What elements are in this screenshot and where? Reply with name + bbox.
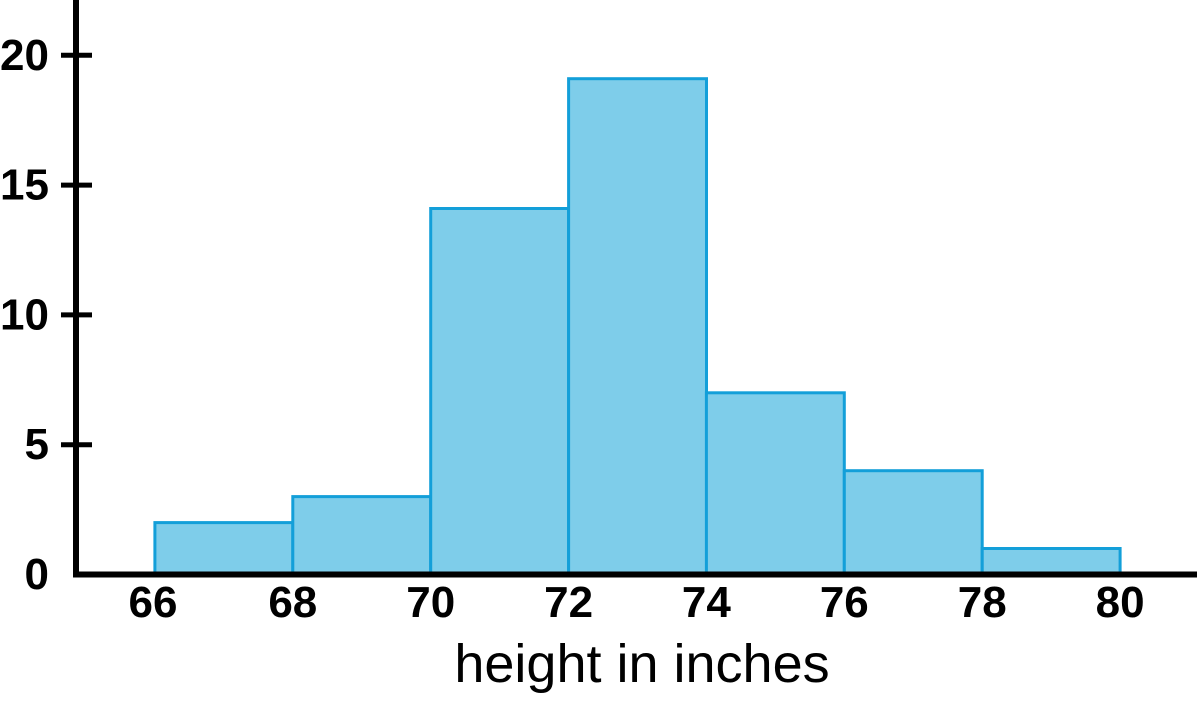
svg-text:5: 5 — [25, 420, 49, 469]
svg-text:15: 15 — [0, 161, 49, 210]
svg-text:height in inches: height in inches — [454, 634, 829, 694]
svg-text:78: 78 — [958, 578, 1007, 627]
svg-text:0: 0 — [25, 550, 49, 599]
svg-text:70: 70 — [406, 578, 455, 627]
svg-text:74: 74 — [682, 578, 731, 627]
svg-text:20: 20 — [0, 31, 49, 80]
svg-text:76: 76 — [820, 578, 869, 627]
svg-text:80: 80 — [1096, 578, 1145, 627]
svg-text:10: 10 — [0, 290, 49, 339]
svg-text:66: 66 — [129, 578, 178, 627]
svg-text:68: 68 — [268, 578, 317, 627]
svg-text:72: 72 — [544, 578, 593, 627]
